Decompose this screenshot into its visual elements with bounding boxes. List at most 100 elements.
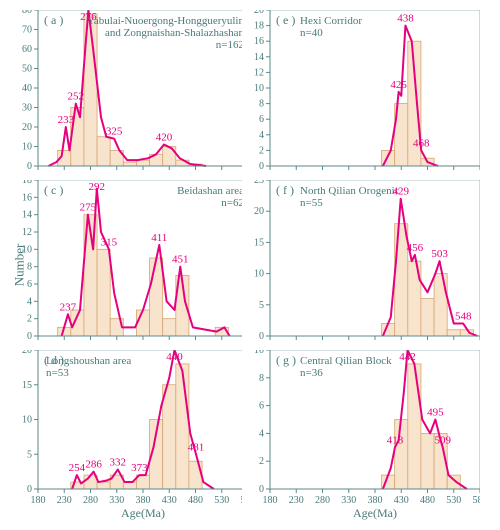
peak-label: 254 [69, 462, 86, 474]
svg-text:4: 4 [27, 296, 32, 307]
svg-text:15: 15 [254, 237, 264, 248]
svg-text:2: 2 [27, 314, 32, 325]
svg-text:430: 430 [394, 495, 409, 506]
peak-label: 276 [80, 11, 97, 23]
panel-title-line: and Zongnaishan-Shalazhashan [105, 27, 244, 39]
svg-text:580: 580 [473, 495, 481, 506]
svg-text:12: 12 [254, 67, 264, 78]
histogram-bar [421, 433, 434, 489]
histogram-bar [136, 310, 149, 336]
histogram-bar [123, 482, 136, 489]
histogram-bar [447, 330, 460, 336]
svg-text:180: 180 [31, 495, 46, 506]
histogram-bar [189, 461, 202, 489]
svg-text:18: 18 [254, 21, 264, 32]
peak-label: 442 [399, 351, 416, 363]
svg-text:5: 5 [259, 300, 264, 311]
histogram-bar [447, 475, 460, 489]
svg-text:6: 6 [259, 401, 264, 412]
peak-label: 325 [106, 126, 123, 138]
svg-text:280: 280 [315, 495, 330, 506]
panel-title-line: Hexi Corridor [300, 15, 362, 27]
peak-label: 373 [131, 462, 148, 474]
svg-text:8: 8 [259, 99, 264, 110]
panel-c: 024681012141618( c )Beidashan arean=6223… [10, 180, 248, 350]
svg-text:0: 0 [259, 331, 264, 342]
svg-text:12: 12 [22, 227, 32, 238]
svg-text:330: 330 [341, 495, 356, 506]
y-axis-label: Number [11, 244, 27, 287]
svg-text:4: 4 [259, 130, 264, 141]
svg-text:0: 0 [259, 161, 264, 172]
panel-title-line: n=40 [300, 27, 323, 39]
peak-label: 468 [413, 137, 430, 149]
svg-text:0: 0 [259, 484, 264, 495]
panel-title-line: Yabulai-Nuoergong-Honggueryulin [87, 15, 244, 27]
histogram-bar [163, 319, 176, 336]
peak-label: 509 [434, 434, 451, 446]
svg-text:70: 70 [22, 25, 32, 36]
svg-text:330: 330 [109, 495, 124, 506]
peak-label: 420 [156, 132, 173, 144]
svg-text:25: 25 [254, 180, 264, 186]
svg-text:10: 10 [22, 142, 32, 153]
svg-text:10: 10 [254, 83, 264, 94]
svg-text:30: 30 [22, 103, 32, 114]
x-axis-label: Age(Ma) [353, 506, 397, 520]
panel-key: ( e ) [276, 13, 295, 27]
histogram-bar [434, 274, 447, 336]
svg-text:180: 180 [263, 495, 278, 506]
svg-text:380: 380 [368, 495, 383, 506]
panel-title-line: n=53 [46, 367, 69, 379]
svg-text:16: 16 [254, 36, 264, 47]
svg-text:530: 530 [214, 495, 229, 506]
svg-text:8: 8 [259, 373, 264, 384]
svg-text:5: 5 [27, 449, 32, 460]
panel-title-line: n=162 [216, 39, 244, 51]
peak-label: 411 [151, 232, 167, 244]
svg-text:10: 10 [22, 415, 32, 426]
x-axis-label: Age(Ma) [121, 506, 165, 520]
svg-text:20: 20 [254, 10, 264, 16]
svg-text:16: 16 [22, 192, 32, 203]
panel-a: 01020304050607080( a )Yabulai-Nuoergong-… [10, 10, 248, 180]
histogram-bar [97, 137, 110, 166]
panel-key: ( c ) [44, 183, 63, 197]
svg-text:2: 2 [259, 456, 264, 467]
panel-title-line: n=55 [300, 197, 323, 209]
svg-text:230: 230 [57, 495, 72, 506]
svg-text:0: 0 [27, 484, 32, 495]
histogram-bar [97, 482, 110, 489]
svg-text:40: 40 [22, 83, 32, 94]
peak-label: 332 [110, 457, 127, 469]
panel-g: 0246810180230280330380430480530580Age(Ma… [242, 350, 480, 525]
svg-text:430: 430 [162, 495, 177, 506]
histogram-bar [176, 364, 189, 489]
panel-d: 05101520180230280330380430480530580Age(M… [10, 350, 248, 525]
peak-label: 456 [407, 242, 424, 254]
panel-title-line: Longshoushan area [46, 355, 131, 367]
histogram-bar [395, 420, 408, 490]
svg-text:6: 6 [259, 114, 264, 125]
peak-label: 451 [172, 254, 189, 266]
svg-text:15: 15 [22, 380, 32, 391]
svg-text:480: 480 [188, 495, 203, 506]
panel-title-line: North Qilian Orogenic [300, 185, 400, 197]
histogram-grid: { "global": { "width": 500, "height": 53… [0, 0, 500, 530]
peak-label: 481 [188, 441, 205, 453]
svg-text:0: 0 [27, 161, 32, 172]
peak-label: 233 [58, 114, 75, 126]
svg-text:6: 6 [27, 279, 32, 290]
peak-label: 237 [60, 301, 77, 313]
peak-label: 425 [390, 79, 407, 91]
svg-text:80: 80 [22, 10, 32, 16]
svg-text:380: 380 [136, 495, 151, 506]
peak-label: 418 [387, 434, 404, 446]
svg-text:10: 10 [254, 269, 264, 280]
peak-label: 440 [166, 351, 183, 363]
svg-text:10: 10 [254, 350, 264, 356]
svg-text:18: 18 [22, 180, 32, 186]
panel-title-line: Central Qilian Block [300, 355, 392, 367]
svg-text:20: 20 [254, 206, 264, 217]
panel-title-line: n=36 [300, 367, 323, 379]
